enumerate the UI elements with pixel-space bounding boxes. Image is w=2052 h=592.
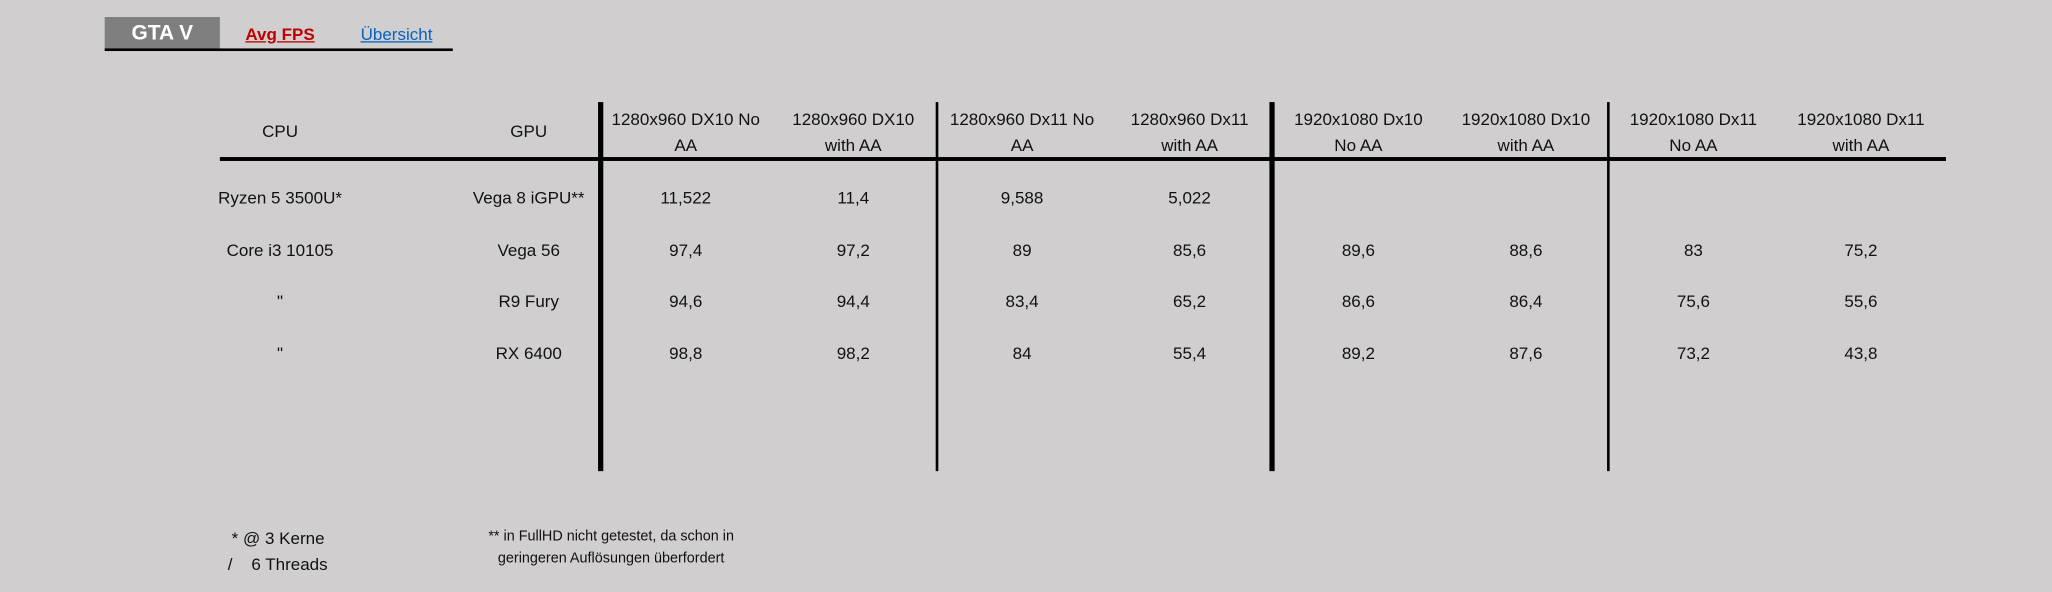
column-header: with AA: [1497, 135, 1555, 156]
cell: R9 Fury: [498, 291, 559, 311]
tab-underline: [104, 48, 453, 52]
column-header: No AA: [1669, 135, 1718, 156]
cell: 83: [1683, 240, 1703, 260]
tab-label[interactable]: GTA V: [131, 22, 194, 45]
column-header: 1920x1080 Dx11: [1629, 109, 1758, 129]
cell: 73,2: [1676, 343, 1710, 364]
column-header: GPU: [510, 121, 548, 141]
cell: 75,2: [1844, 240, 1878, 260]
note: ** in FullHD nicht getestet, da schon in: [488, 528, 734, 545]
link[interactable]: Übersicht: [360, 24, 433, 44]
cell: 86,6: [1341, 291, 1375, 311]
cell: 89,2: [1341, 343, 1375, 364]
cell: Ryzen 5 3500U*: [218, 187, 343, 208]
column-header: AA: [1010, 135, 1034, 156]
column-header: 1280x960 DX10 No: [611, 109, 760, 129]
note: / 6 Threads: [227, 554, 328, 574]
cell: Vega 56: [497, 240, 560, 260]
active-tab[interactable]: [104, 17, 220, 50]
cell: 94,6: [669, 291, 703, 311]
cell: 89: [1012, 240, 1032, 260]
column-header: 1280x960 Dx11 No: [949, 109, 1095, 129]
column-header: CPU: [262, 121, 299, 141]
note: geringeren Auflösungen überfordert: [497, 550, 725, 567]
column-divider: [935, 102, 939, 472]
cell: 9,588: [1000, 187, 1044, 208]
cell: 86,4: [1509, 291, 1543, 311]
cell: 65,2: [1173, 291, 1207, 311]
column-header: with AA: [1161, 135, 1218, 156]
cell: 5,022: [1168, 187, 1211, 208]
cell: 98,8: [669, 343, 703, 364]
cell: 11,4: [837, 187, 870, 208]
header-rule: [219, 157, 1946, 161]
cell: 83,4: [1005, 291, 1039, 311]
cell: Vega 8 iGPU**: [472, 187, 585, 208]
cell: 75,6: [1676, 291, 1710, 311]
column-header: 1280x960 DX10: [792, 109, 915, 129]
column-divider: [1269, 102, 1275, 472]
cell: 97,4: [669, 240, 703, 260]
cell: RX 6400: [495, 343, 562, 364]
cell: 85,6: [1173, 240, 1207, 260]
cell: 94,4: [836, 291, 870, 311]
cell: 11,522: [660, 187, 712, 208]
cell: 88,6: [1509, 240, 1543, 260]
cell: 87,6: [1509, 343, 1543, 364]
column-header: No AA: [1334, 135, 1383, 156]
cell: 97,2: [836, 240, 870, 260]
note: * @ 3 Kerne: [231, 528, 325, 548]
column-divider: [1607, 102, 1610, 472]
column-header: AA: [674, 135, 698, 156]
cell: 98,2: [836, 343, 870, 364]
column-header: 1920x1080 Dx10: [1461, 109, 1591, 129]
cell: ": [277, 343, 284, 364]
cell: Core i3 10105: [226, 240, 334, 260]
column-header: with AA: [1832, 135, 1890, 156]
column-header: 1920x1080 Dx10: [1294, 109, 1423, 129]
cell: ": [277, 291, 284, 311]
column-header: with AA: [824, 135, 882, 156]
link[interactable]: Avg FPS: [245, 24, 315, 44]
column-header: 1920x1080 Dx11: [1797, 109, 1925, 129]
cell: 55,4: [1173, 343, 1207, 364]
cell: 55,6: [1844, 291, 1878, 311]
cell: 89,6: [1341, 240, 1375, 260]
cell: 43,8: [1844, 343, 1878, 364]
column-divider: [598, 102, 604, 472]
cell: 84: [1012, 343, 1032, 364]
column-header: 1280x960 Dx11: [1130, 109, 1249, 129]
